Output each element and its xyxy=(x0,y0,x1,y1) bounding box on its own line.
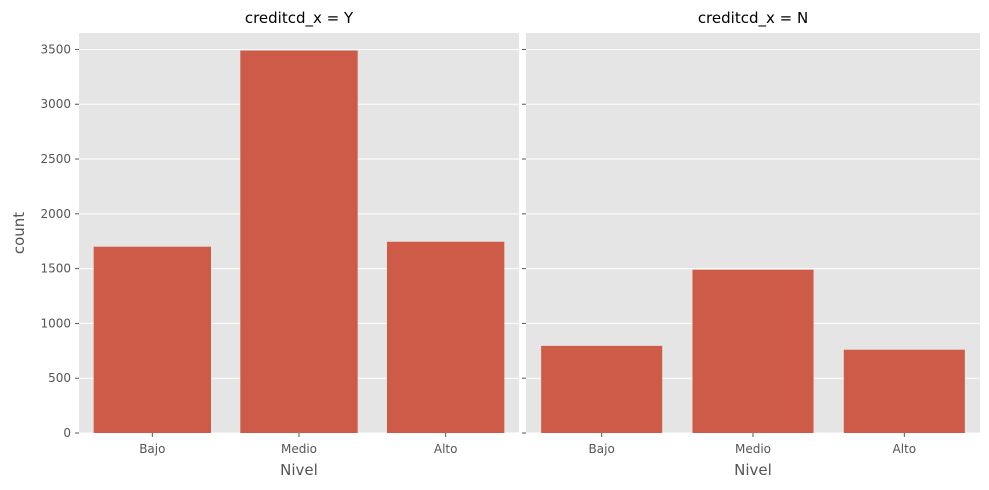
bar-alto xyxy=(843,349,965,433)
y-tick-label: 3000 xyxy=(40,97,71,111)
y-tick-label: 0 xyxy=(63,426,71,440)
y-axis-ticks: 0 500 1000 1500 2000 2500 3000 3500 xyxy=(40,42,79,440)
bar-medio xyxy=(240,50,358,434)
y-axis-label: count xyxy=(10,212,28,254)
y-tick-label: 3500 xyxy=(40,42,71,56)
panel-creditcd-y: 0 500 1000 1500 2000 2500 3000 3500 Bajo Medio Al… xyxy=(40,9,519,479)
x-axis-label: Nivel xyxy=(280,461,318,479)
x-tick-label: Medio xyxy=(735,442,771,456)
bars xyxy=(93,50,505,434)
x-axis-ticks: Bajo Medio Alto xyxy=(589,433,917,456)
x-tick-label: Alto xyxy=(893,442,917,456)
panel-title: creditcd_x = N xyxy=(698,9,808,28)
y-tick-label: 2000 xyxy=(40,207,71,221)
bar-alto xyxy=(387,241,505,433)
x-tick-label: Alto xyxy=(434,442,458,456)
y-tick-label: 2500 xyxy=(40,152,71,166)
x-axis-ticks: Bajo Medio Alto xyxy=(139,433,457,456)
bar-bajo xyxy=(93,246,211,433)
y-tick-label: 500 xyxy=(48,371,71,385)
y-tick-label: 1000 xyxy=(40,316,71,330)
x-axis-label: Nivel xyxy=(734,461,772,479)
bar-bajo xyxy=(541,345,663,433)
bars xyxy=(541,269,965,433)
panel-title: creditcd_x = Y xyxy=(245,9,354,28)
panel-creditcd-n: Bajo Medio Alto creditcd_x = N Nivel xyxy=(522,9,980,479)
y-axis-ticks xyxy=(522,48,526,434)
x-tick-label: Bajo xyxy=(589,442,615,456)
y-tick-label: 1500 xyxy=(40,262,71,276)
x-tick-label: Medio xyxy=(281,442,317,456)
x-tick-label: Bajo xyxy=(139,442,165,456)
bar-medio xyxy=(692,269,814,433)
